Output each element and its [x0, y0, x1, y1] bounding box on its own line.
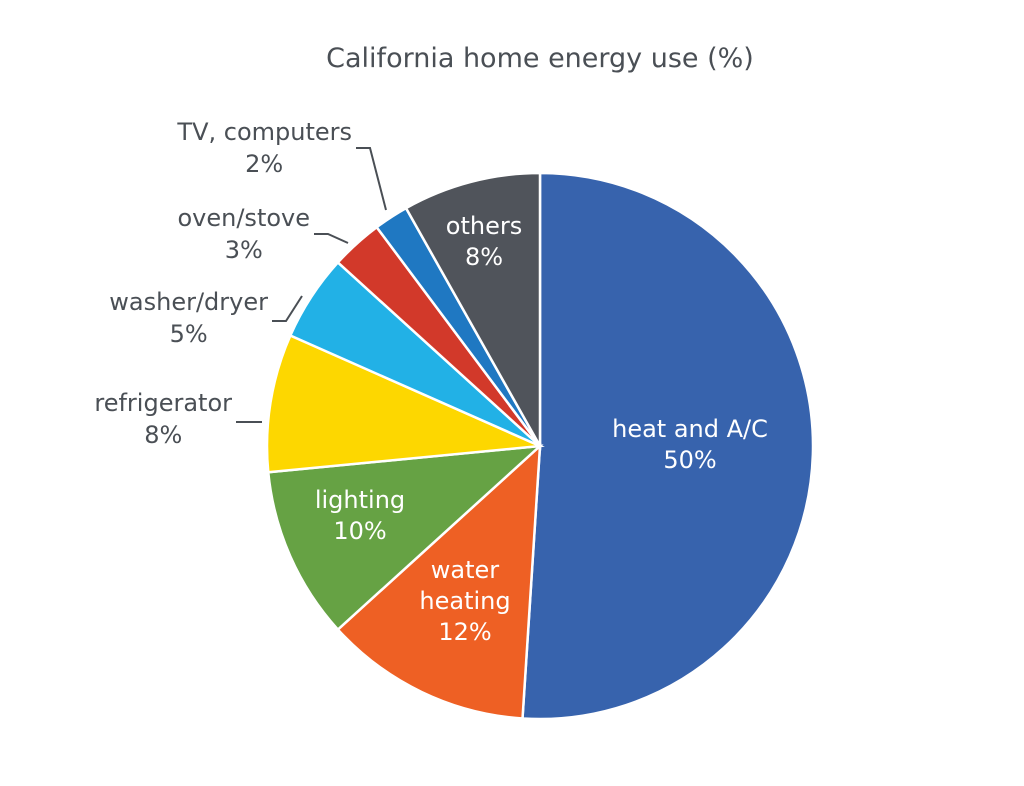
value-label-oven-stove: 3% — [225, 236, 263, 264]
slice-label-others: others — [446, 212, 522, 240]
slice-water-heating — [336, 442, 542, 720]
slice-label-heat-and-a-c: heat and A/C — [612, 415, 768, 443]
leader-line-washer-dryer — [272, 295, 303, 322]
slice-label-water-heating: heating — [419, 587, 510, 615]
slice-label-tv-computers: TV, computers — [176, 118, 352, 146]
leader-line-oven-stove — [314, 233, 349, 244]
value-label-heat-and-a-c: 50% — [663, 446, 716, 474]
slice-label-water-heating: water — [431, 556, 500, 584]
slice-refrigerator — [265, 333, 545, 474]
chart-title: California home energy use (%) — [326, 43, 754, 74]
value-label-washer-dryer: 5% — [170, 320, 208, 348]
pie-slices — [265, 171, 815, 721]
slice-lighting — [266, 444, 544, 632]
leader-line-tv-computers — [356, 147, 387, 211]
slice-label-oven-stove: oven/stove — [177, 204, 310, 232]
value-label-lighting: 10% — [333, 517, 386, 545]
value-label-others: 8% — [465, 243, 503, 271]
value-label-water-heating: 12% — [438, 618, 491, 646]
value-label-refrigerator: 8% — [144, 421, 182, 449]
slice-heat-and-a-c — [521, 171, 815, 721]
slice-label-lighting: lighting — [315, 486, 405, 514]
slice-label-refrigerator: refrigerator — [94, 389, 232, 417]
slice-others — [404, 171, 542, 451]
slice-label-washer-dryer: washer/dryer — [109, 288, 268, 316]
value-label-tv-computers: 2% — [245, 150, 283, 178]
pie-labels: heat and A/C 50% water heating 12% lighting 10… — [94, 118, 768, 646]
